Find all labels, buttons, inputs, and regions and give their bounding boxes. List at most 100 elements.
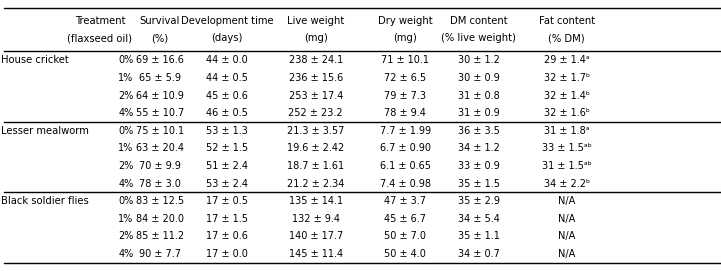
Text: 6.1 ± 0.65: 6.1 ± 0.65 <box>380 161 430 171</box>
Text: 34 ± 2.2ᵇ: 34 ± 2.2ᵇ <box>544 179 590 189</box>
Text: 21.3 ± 3.57: 21.3 ± 3.57 <box>287 126 345 136</box>
Text: 2%: 2% <box>118 231 133 241</box>
Text: N/A: N/A <box>558 249 575 259</box>
Text: 18.7 ± 1.61: 18.7 ± 1.61 <box>287 161 345 171</box>
Text: 4%: 4% <box>118 108 133 118</box>
Text: N/A: N/A <box>558 231 575 241</box>
Text: 31 ± 1.8ᵃ: 31 ± 1.8ᵃ <box>544 126 590 136</box>
Text: 31 ± 1.5ᵃᵇ: 31 ± 1.5ᵃᵇ <box>541 161 592 171</box>
Text: 21.2 ± 2.34: 21.2 ± 2.34 <box>287 179 345 189</box>
Text: 35 ± 2.9: 35 ± 2.9 <box>458 196 500 206</box>
Text: 140 ± 17.7: 140 ± 17.7 <box>288 231 343 241</box>
Text: 50 ± 7.0: 50 ± 7.0 <box>384 231 426 241</box>
Text: 64 ± 10.9: 64 ± 10.9 <box>136 91 184 101</box>
Text: 31 ± 0.9: 31 ± 0.9 <box>458 108 500 118</box>
Text: 238 ± 24.1: 238 ± 24.1 <box>288 55 343 65</box>
Text: 45 ± 0.6: 45 ± 0.6 <box>206 91 248 101</box>
Text: 0%: 0% <box>118 196 133 206</box>
Text: 1%: 1% <box>118 214 133 224</box>
Text: 17 ± 0.6: 17 ± 0.6 <box>206 231 248 241</box>
Text: 47 ± 3.7: 47 ± 3.7 <box>384 196 426 206</box>
Text: 0%: 0% <box>118 55 133 65</box>
Text: 34 ± 0.7: 34 ± 0.7 <box>458 249 500 259</box>
Text: 30 ± 0.9: 30 ± 0.9 <box>458 73 500 83</box>
Text: 83 ± 12.5: 83 ± 12.5 <box>136 196 184 206</box>
Text: 72 ± 6.5: 72 ± 6.5 <box>384 73 426 83</box>
Text: 78 ± 9.4: 78 ± 9.4 <box>384 108 426 118</box>
Text: 46 ± 0.5: 46 ± 0.5 <box>206 108 248 118</box>
Text: 34 ± 5.4: 34 ± 5.4 <box>458 214 500 224</box>
Text: 69 ± 16.6: 69 ± 16.6 <box>136 55 184 65</box>
Text: (%): (%) <box>151 34 169 43</box>
Text: Development time: Development time <box>181 16 273 26</box>
Text: 84 ± 20.0: 84 ± 20.0 <box>136 214 184 224</box>
Text: 44 ± 0.5: 44 ± 0.5 <box>206 73 248 83</box>
Text: Lesser mealworm: Lesser mealworm <box>1 126 89 136</box>
Text: (% live weight): (% live weight) <box>441 34 516 43</box>
Text: 135 ± 14.1: 135 ± 14.1 <box>288 196 343 206</box>
Text: 44 ± 0.0: 44 ± 0.0 <box>206 55 248 65</box>
Text: (mg): (mg) <box>394 34 417 43</box>
Text: 4%: 4% <box>118 249 133 259</box>
Text: DM content: DM content <box>450 16 508 26</box>
Text: 30 ± 1.2: 30 ± 1.2 <box>458 55 500 65</box>
Text: 70 ± 9.9: 70 ± 9.9 <box>139 161 181 171</box>
Text: House cricket: House cricket <box>1 55 69 65</box>
Text: (% DM): (% DM) <box>549 34 585 43</box>
Text: 7.7 ± 1.99: 7.7 ± 1.99 <box>380 126 430 136</box>
Text: 34 ± 1.2: 34 ± 1.2 <box>458 143 500 153</box>
Text: 29 ± 1.4ᵃ: 29 ± 1.4ᵃ <box>544 55 590 65</box>
Text: 33 ± 0.9: 33 ± 0.9 <box>458 161 500 171</box>
Text: 2%: 2% <box>118 91 133 101</box>
Text: 90 ± 7.7: 90 ± 7.7 <box>139 249 181 259</box>
Text: 17 ± 1.5: 17 ± 1.5 <box>206 214 248 224</box>
Text: 32 ± 1.6ᵇ: 32 ± 1.6ᵇ <box>544 108 590 118</box>
Text: 33 ± 1.5ᵃᵇ: 33 ± 1.5ᵃᵇ <box>541 143 592 153</box>
Text: 75 ± 10.1: 75 ± 10.1 <box>136 126 184 136</box>
Text: Dry weight: Dry weight <box>378 16 433 26</box>
Text: 6.7 ± 0.90: 6.7 ± 0.90 <box>380 143 430 153</box>
Text: 4%: 4% <box>118 179 133 189</box>
Text: 236 ± 15.6: 236 ± 15.6 <box>288 73 343 83</box>
Text: N/A: N/A <box>558 214 575 224</box>
Text: Treatment: Treatment <box>74 16 125 26</box>
Text: (mg): (mg) <box>304 34 327 43</box>
Text: 85 ± 11.2: 85 ± 11.2 <box>136 231 184 241</box>
Text: 51 ± 2.4: 51 ± 2.4 <box>206 161 248 171</box>
Text: 36 ± 3.5: 36 ± 3.5 <box>458 126 500 136</box>
Text: 145 ± 11.4: 145 ± 11.4 <box>288 249 343 259</box>
Text: 32 ± 1.4ᵇ: 32 ± 1.4ᵇ <box>544 91 590 101</box>
Text: 35 ± 1.5: 35 ± 1.5 <box>458 179 500 189</box>
Text: 45 ± 6.7: 45 ± 6.7 <box>384 214 426 224</box>
Text: 31 ± 0.8: 31 ± 0.8 <box>458 91 500 101</box>
Text: 50 ± 4.0: 50 ± 4.0 <box>384 249 426 259</box>
Text: 1%: 1% <box>118 73 133 83</box>
Text: 252 ± 23.2: 252 ± 23.2 <box>288 108 343 118</box>
Text: Black soldier flies: Black soldier flies <box>1 196 89 206</box>
Text: (days): (days) <box>211 34 243 43</box>
Text: 55 ± 10.7: 55 ± 10.7 <box>136 108 184 118</box>
Text: Fat content: Fat content <box>539 16 595 26</box>
Text: 78 ± 3.0: 78 ± 3.0 <box>139 179 181 189</box>
Text: 71 ± 10.1: 71 ± 10.1 <box>381 55 429 65</box>
Text: 53 ± 1.3: 53 ± 1.3 <box>206 126 248 136</box>
Text: 63 ± 20.4: 63 ± 20.4 <box>136 143 184 153</box>
Text: N/A: N/A <box>558 196 575 206</box>
Text: 17 ± 0.5: 17 ± 0.5 <box>206 196 248 206</box>
Text: 52 ± 1.5: 52 ± 1.5 <box>206 143 248 153</box>
Text: 65 ± 5.9: 65 ± 5.9 <box>139 73 181 83</box>
Text: 17 ± 0.0: 17 ± 0.0 <box>206 249 248 259</box>
Text: 253 ± 17.4: 253 ± 17.4 <box>288 91 343 101</box>
Text: Survival: Survival <box>140 16 180 26</box>
Text: 1%: 1% <box>118 143 133 153</box>
Text: 79 ± 7.3: 79 ± 7.3 <box>384 91 426 101</box>
Text: 35 ± 1.1: 35 ± 1.1 <box>458 231 500 241</box>
Text: 2%: 2% <box>118 161 133 171</box>
Text: 7.4 ± 0.98: 7.4 ± 0.98 <box>380 179 430 189</box>
Text: 19.6 ± 2.42: 19.6 ± 2.42 <box>287 143 345 153</box>
Text: 132 ± 9.4: 132 ± 9.4 <box>292 214 340 224</box>
Text: 53 ± 2.4: 53 ± 2.4 <box>206 179 248 189</box>
Text: 0%: 0% <box>118 126 133 136</box>
Text: 32 ± 1.7ᵇ: 32 ± 1.7ᵇ <box>544 73 590 83</box>
Text: Live weight: Live weight <box>287 16 345 26</box>
